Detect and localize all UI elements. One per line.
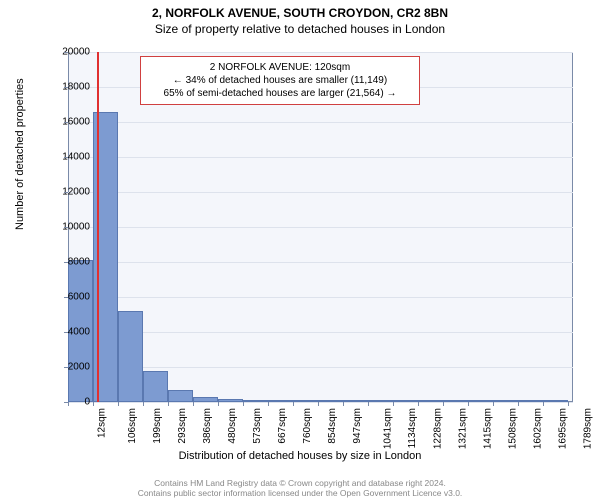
footer-line-2: Contains public sector information licen… — [0, 488, 600, 498]
x-tick-mark — [293, 402, 294, 406]
histogram-bar — [293, 400, 318, 402]
y-axis-label: Number of detached properties — [14, 78, 26, 230]
x-tick-mark — [68, 402, 69, 406]
x-tick-label: 1228sqm — [433, 408, 444, 449]
y-tick-mark — [64, 192, 68, 193]
property-marker-line — [97, 52, 99, 402]
footer-attribution: Contains HM Land Registry data © Crown c… — [0, 478, 600, 498]
gridline — [68, 192, 573, 193]
gridline — [68, 52, 573, 53]
x-tick-mark — [543, 402, 544, 406]
x-tick-label: 1041sqm — [383, 408, 394, 449]
gridline — [68, 122, 573, 123]
x-tick-label: 386sqm — [202, 408, 213, 444]
x-tick-label: 106sqm — [127, 408, 138, 444]
x-tick-mark — [393, 402, 394, 406]
y-tick-mark — [64, 227, 68, 228]
annotation-line-3: 65% of semi-detached houses are larger (… — [147, 87, 413, 100]
histogram-bar — [218, 399, 243, 403]
chart-title-main: 2, NORFOLK AVENUE, SOUTH CROYDON, CR2 8B… — [0, 6, 600, 20]
x-tick-mark — [518, 402, 519, 406]
histogram-bar — [418, 400, 443, 402]
x-tick-mark — [468, 402, 469, 406]
x-tick-mark — [568, 402, 569, 406]
y-tick-mark — [64, 332, 68, 333]
x-tick-mark — [318, 402, 319, 406]
histogram-bar — [518, 400, 543, 402]
y-tick-mark — [64, 262, 68, 263]
x-tick-label: 1602sqm — [533, 408, 544, 449]
gridline — [68, 332, 573, 333]
x-tick-mark — [118, 402, 119, 406]
y-tick-mark — [64, 122, 68, 123]
x-tick-mark — [218, 402, 219, 406]
histogram-bar — [443, 400, 468, 402]
x-tick-label: 1134sqm — [407, 408, 418, 448]
y-tick-mark — [64, 297, 68, 298]
x-tick-label: 1789sqm — [583, 408, 594, 449]
histogram-bar — [393, 400, 418, 402]
x-tick-label: 947sqm — [352, 408, 363, 444]
gridline — [68, 367, 573, 368]
x-tick-label: 667sqm — [277, 408, 288, 444]
x-tick-mark — [268, 402, 269, 406]
x-tick-mark — [343, 402, 344, 406]
x-tick-label: 1415sqm — [483, 408, 494, 449]
histogram-bar — [243, 400, 268, 402]
histogram-bar — [118, 311, 143, 402]
x-tick-label: 1695sqm — [558, 408, 569, 449]
histogram-bar — [168, 390, 193, 402]
gridline — [68, 157, 573, 158]
gridline — [68, 227, 573, 228]
x-tick-label: 199sqm — [152, 408, 163, 444]
x-tick-mark — [443, 402, 444, 406]
histogram-bar — [493, 400, 518, 402]
y-tick-mark — [64, 87, 68, 88]
x-tick-label: 293sqm — [177, 408, 188, 444]
gridline — [68, 297, 573, 298]
footer-line-1: Contains HM Land Registry data © Crown c… — [0, 478, 600, 488]
x-tick-label: 1508sqm — [508, 408, 519, 449]
annotation-line-2: ← 34% of detached houses are smaller (11… — [147, 74, 413, 87]
chart-titles: 2, NORFOLK AVENUE, SOUTH CROYDON, CR2 8B… — [0, 0, 600, 36]
gridline — [68, 262, 573, 263]
x-tick-label: 12sqm — [97, 408, 108, 438]
x-tick-mark — [493, 402, 494, 406]
histogram-bar — [468, 400, 493, 402]
x-tick-label: 1321sqm — [458, 408, 469, 449]
histogram-bar — [543, 400, 568, 402]
chart-title-sub: Size of property relative to detached ho… — [0, 22, 600, 36]
x-tick-label: 480sqm — [227, 408, 238, 444]
histogram-bar — [268, 400, 293, 402]
x-tick-label: 573sqm — [252, 408, 263, 444]
x-tick-mark — [143, 402, 144, 406]
y-tick-mark — [64, 52, 68, 53]
histogram-bar — [143, 371, 168, 403]
histogram-bar — [368, 400, 393, 402]
x-tick-mark — [168, 402, 169, 406]
y-tick-mark — [64, 157, 68, 158]
histogram-bar — [193, 397, 218, 402]
x-tick-mark — [243, 402, 244, 406]
x-tick-label: 854sqm — [327, 408, 338, 444]
histogram-bar — [318, 400, 343, 402]
x-tick-mark — [368, 402, 369, 406]
x-tick-label: 760sqm — [302, 408, 313, 444]
annotation-line-1: 2 NORFOLK AVENUE: 120sqm — [147, 61, 413, 74]
annotation-box: 2 NORFOLK AVENUE: 120sqm ← 34% of detach… — [140, 56, 420, 105]
histogram-bar — [343, 400, 368, 402]
x-tick-mark — [93, 402, 94, 406]
x-tick-mark — [193, 402, 194, 406]
x-tick-mark — [418, 402, 419, 406]
x-axis-label: Distribution of detached houses by size … — [0, 450, 600, 462]
y-tick-mark — [64, 367, 68, 368]
